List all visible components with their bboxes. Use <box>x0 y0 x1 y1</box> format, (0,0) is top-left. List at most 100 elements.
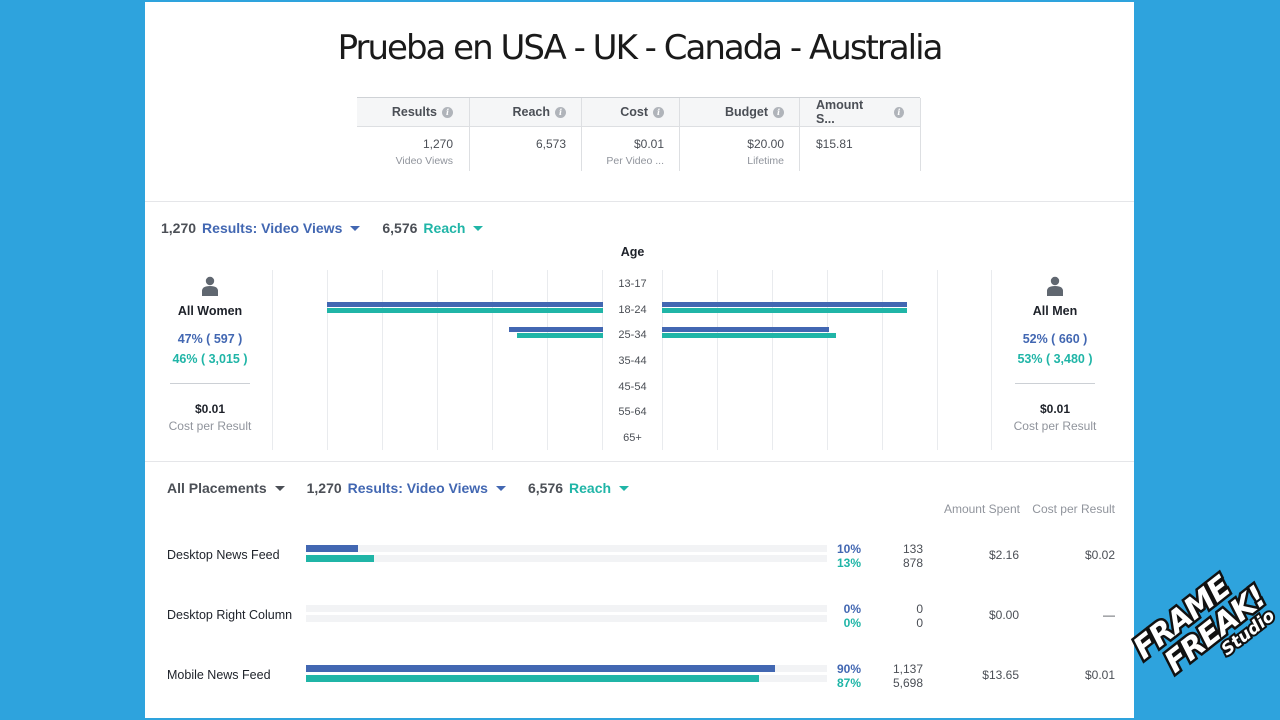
women-cost-label: Cost per Result <box>168 419 252 433</box>
gridline <box>327 270 328 450</box>
results-dropdown[interactable]: Results: Video Views <box>347 480 488 496</box>
gridline <box>882 270 883 450</box>
age-label: 35-44 <box>618 355 647 367</box>
chevron-down-icon[interactable] <box>274 485 285 491</box>
divider <box>1015 383 1095 384</box>
men-cost: $0.01 <box>1039 402 1071 416</box>
demographics-metric-bar: 1,270 Results: Video Views 6,576 Reach <box>161 220 505 236</box>
reach-column: Reach i 6,573 <box>469 98 582 171</box>
budget-value: $20.00 <box>747 137 784 151</box>
reach-count: 878 <box>902 556 923 570</box>
results-bar-track <box>306 605 827 612</box>
reach-count: 5,698 <box>892 676 923 690</box>
info-icon[interactable]: i <box>773 106 784 118</box>
results-pct: 90% <box>836 662 861 676</box>
men-reach-bar[interactable] <box>662 308 907 313</box>
cost-per-result-column-header[interactable]: Cost per Result <box>1032 502 1115 516</box>
chevron-down-icon[interactable] <box>350 225 361 231</box>
reach-dropdown[interactable]: Reach <box>423 220 466 236</box>
gridline <box>937 270 938 450</box>
men-results-bar[interactable] <box>662 327 829 332</box>
person-icon <box>1047 276 1063 296</box>
results-sub: Video Views <box>395 155 453 167</box>
cost-per-result: — <box>1103 608 1115 622</box>
divider <box>145 201 1134 202</box>
gridline <box>382 270 383 450</box>
chevron-down-icon[interactable] <box>619 485 630 491</box>
chevron-down-icon[interactable] <box>495 485 506 491</box>
women-reach-bar[interactable] <box>517 333 603 338</box>
men-reach-pct: 53% ( 3,480 ) <box>1017 352 1093 366</box>
results-column: Results i 1,270 Video Views <box>357 98 469 171</box>
amount-spent: $2.16 <box>988 548 1019 562</box>
results-pct: 10% <box>836 542 861 556</box>
chevron-down-icon[interactable] <box>473 225 484 231</box>
women-panel[interactable]: All Women 47% ( 597 ) 46% ( 3,015 ) $0.0… <box>146 270 274 433</box>
gridline <box>437 270 438 450</box>
reach-value: 6,573 <box>535 137 566 151</box>
reach-bar-track <box>306 555 827 562</box>
age-label: 25-34 <box>618 329 647 341</box>
reach-bar-track <box>306 675 827 682</box>
budget-column: Budget i $20.00 Lifetime <box>679 98 800 171</box>
men-panel[interactable]: All Men 52% ( 660 ) 53% ( 3,480 ) $0.01 … <box>991 270 1119 433</box>
gridline <box>991 270 992 450</box>
gridline <box>772 270 773 450</box>
results-dropdown[interactable]: Results: Video Views <box>202 220 343 236</box>
age-label: 13-17 <box>618 278 647 290</box>
men-reach-bar[interactable] <box>662 333 836 338</box>
info-icon[interactable]: i <box>653 106 664 118</box>
cost-header[interactable]: Cost i <box>582 98 680 127</box>
women-results-bar[interactable] <box>509 327 603 332</box>
amount-spent-column-header[interactable]: Amount Spent <box>943 502 1020 516</box>
men-results-pct: 52% ( 660 ) <box>1022 332 1088 346</box>
reach-pct: 87% <box>836 676 861 690</box>
summary-table: Results i 1,270 Video Views Reach i 6,573 … <box>357 97 921 171</box>
results-bar-track <box>306 665 827 672</box>
cost-per-result: $0.02 <box>1084 548 1115 562</box>
gridline <box>547 270 548 450</box>
cost-sub: Per Video ... <box>606 155 664 167</box>
divider <box>145 461 1134 462</box>
results-bar <box>306 545 359 552</box>
age-header: Age <box>620 245 645 259</box>
reach-bar <box>306 555 374 562</box>
placements-metric-bar: All Placements 1,270 Results: Video View… <box>167 480 651 496</box>
gridline <box>602 270 603 450</box>
reach-bar-track <box>306 615 827 622</box>
women-label: All Women <box>177 304 243 318</box>
cost-per-result: $0.01 <box>1084 668 1115 682</box>
women-cost: $0.01 <box>194 402 226 416</box>
results-header[interactable]: Results i <box>357 98 469 127</box>
cost-value: $0.01 <box>633 137 664 151</box>
gridline <box>662 270 663 450</box>
amount-spent-column: Amount S... i $15.81 <box>799 98 921 171</box>
amount-spent-header[interactable]: Amount S... i <box>800 98 920 127</box>
amount-spent: $13.65 <box>982 668 1019 682</box>
women-results-bar[interactable] <box>327 302 603 307</box>
reach-header[interactable]: Reach i <box>470 98 582 127</box>
slide-title: Prueba en USA - UK - Canada - Australia <box>337 28 944 68</box>
reach-pct: 0% <box>843 616 861 630</box>
men-results-bar[interactable] <box>662 302 907 307</box>
results-count: 1,137 <box>892 662 923 676</box>
women-results-pct: 47% ( 597 ) <box>177 332 243 346</box>
reach-dropdown[interactable]: Reach <box>569 480 612 496</box>
info-icon[interactable]: i <box>442 106 453 118</box>
men-cost-label: Cost per Result <box>1013 419 1097 433</box>
budget-header[interactable]: Budget i <box>680 98 800 127</box>
reach-count: 0 <box>916 616 923 630</box>
gridline <box>272 270 273 450</box>
women-reach-bar[interactable] <box>327 308 603 313</box>
age-label: 55-64 <box>618 406 647 418</box>
gridline <box>717 270 718 450</box>
info-icon[interactable]: i <box>555 106 566 118</box>
amount-spent: $0.00 <box>988 608 1019 622</box>
gridline <box>827 270 828 450</box>
age-label: 65+ <box>623 432 642 444</box>
info-icon[interactable]: i <box>893 106 904 118</box>
cost-column: Cost i $0.01 Per Video ... <box>581 98 680 171</box>
gridline <box>492 270 493 450</box>
placements-dropdown[interactable]: All Placements <box>167 480 267 496</box>
frame-freak-studio-logo: FRAME FREAK! Studio <box>1125 566 1280 682</box>
